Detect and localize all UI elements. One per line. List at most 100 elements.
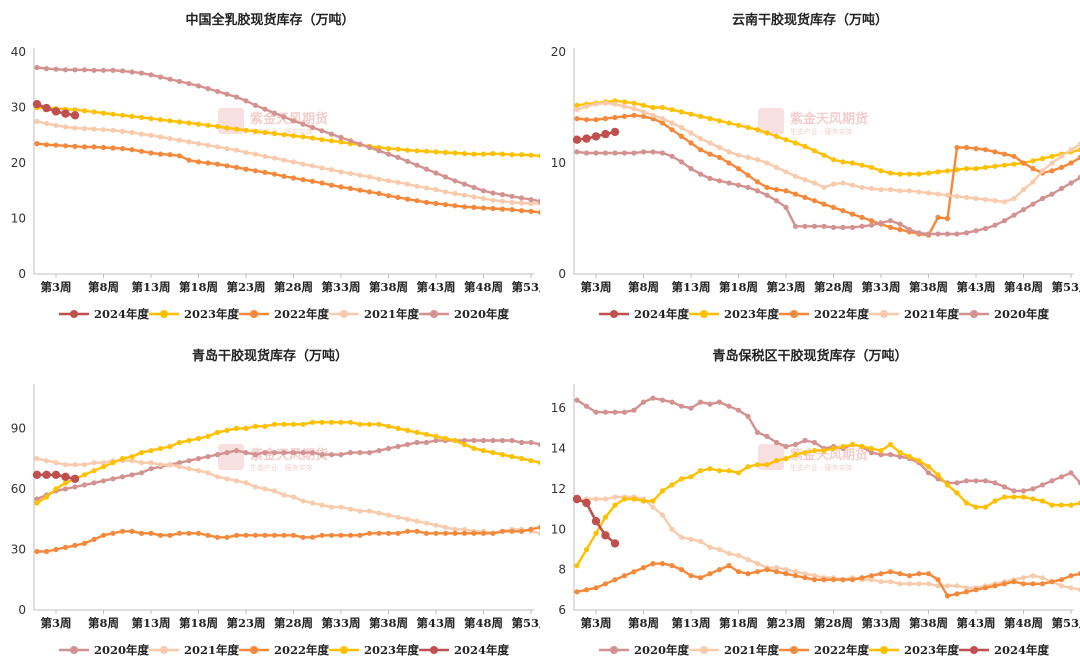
y-tick-label: 16 xyxy=(551,401,566,415)
data-point xyxy=(745,556,751,563)
data-point xyxy=(262,450,268,456)
data-point xyxy=(129,129,135,136)
data-point xyxy=(233,425,240,431)
data-point xyxy=(81,462,88,468)
data-point xyxy=(811,198,818,204)
data-point xyxy=(963,194,970,200)
data-point xyxy=(1020,160,1027,166)
data-point xyxy=(281,421,287,427)
data-point xyxy=(1020,187,1027,193)
data-point xyxy=(157,462,164,468)
data-point xyxy=(650,104,656,111)
data-point xyxy=(53,486,59,492)
data-point xyxy=(62,480,69,486)
data-point xyxy=(602,100,609,106)
data-point xyxy=(243,425,249,431)
data-point xyxy=(138,530,145,536)
series-line-2021 xyxy=(575,495,1080,591)
data-point xyxy=(697,399,704,405)
legend-label: 2020年度 xyxy=(634,643,690,657)
data-point xyxy=(1030,179,1036,185)
data-point xyxy=(954,231,960,237)
data-point xyxy=(281,492,287,498)
data-point xyxy=(849,160,856,166)
data-point xyxy=(688,474,694,480)
legend-swatch-marker xyxy=(970,646,978,654)
data-point xyxy=(868,450,875,456)
data-point xyxy=(1068,160,1074,166)
data-point xyxy=(309,124,316,131)
data-point xyxy=(1049,160,1055,166)
data-point xyxy=(754,561,761,567)
data-point xyxy=(612,150,618,156)
data-point xyxy=(433,187,439,193)
data-point xyxy=(583,403,590,409)
data-point xyxy=(167,443,173,450)
series-2020 xyxy=(34,64,540,204)
data-point xyxy=(659,150,666,156)
x-tick-label: 第48周 xyxy=(464,616,503,630)
data-point xyxy=(186,458,192,464)
data-point xyxy=(650,395,656,401)
data-point xyxy=(376,176,382,182)
data-point xyxy=(499,198,506,204)
data-point xyxy=(119,528,126,534)
data-point xyxy=(319,128,325,134)
data-point xyxy=(1020,581,1027,587)
data-point xyxy=(281,450,287,456)
data-point xyxy=(32,470,42,479)
y-tick-label: 30 xyxy=(11,542,26,556)
data-point xyxy=(43,548,50,555)
legend-swatch-marker xyxy=(430,646,438,654)
data-point xyxy=(916,581,922,587)
data-point xyxy=(610,127,620,137)
data-point xyxy=(650,149,656,155)
data-point xyxy=(1058,583,1065,589)
data-point xyxy=(707,140,713,146)
data-point xyxy=(992,149,998,155)
legend-swatch-marker xyxy=(340,646,348,654)
data-point xyxy=(792,441,799,448)
data-point xyxy=(61,472,70,481)
data-point xyxy=(300,498,306,504)
x-tick-label: 第18周 xyxy=(179,616,218,630)
data-point xyxy=(897,188,903,194)
data-point xyxy=(224,450,230,456)
legend-item-2022: 2022年度 xyxy=(779,307,870,321)
data-point xyxy=(621,573,628,579)
data-point xyxy=(309,135,316,141)
data-point xyxy=(518,528,525,534)
data-point xyxy=(490,190,496,196)
chart-panel-qingdao-bonded: 青岛保税区干胶现货库存（万吨） 紫金天风期货 生态产业 · 服务实体 6 8 10 12 14… xyxy=(540,336,1080,672)
data-point xyxy=(452,530,458,536)
data-point xyxy=(868,185,875,192)
data-point xyxy=(452,178,458,184)
data-point xyxy=(735,552,742,559)
legend-swatch-marker xyxy=(340,310,348,318)
x-tick-label: 第13周 xyxy=(671,280,710,294)
data-point xyxy=(773,569,780,575)
data-point xyxy=(195,456,202,462)
data-point xyxy=(574,397,580,403)
data-point xyxy=(81,482,88,488)
data-point xyxy=(414,162,420,168)
data-point xyxy=(224,146,230,152)
data-point xyxy=(404,158,411,164)
data-point xyxy=(53,460,59,466)
data-point xyxy=(640,149,647,155)
legend-label: 2024年度 xyxy=(94,307,150,321)
data-point xyxy=(34,64,40,71)
legend-item-2022: 2022年度 xyxy=(239,643,330,657)
data-point xyxy=(423,520,430,526)
data-point xyxy=(72,143,78,149)
y-tick-label: 30 xyxy=(11,101,26,115)
data-point xyxy=(195,121,202,127)
data-point xyxy=(935,472,941,478)
watermark-subtext: 生态产业 · 服务实体 xyxy=(790,127,853,136)
data-point xyxy=(461,530,468,536)
legend-label: 2021年度 xyxy=(184,643,240,657)
y-tick-label: 10 xyxy=(551,522,566,536)
data-point xyxy=(224,534,230,540)
